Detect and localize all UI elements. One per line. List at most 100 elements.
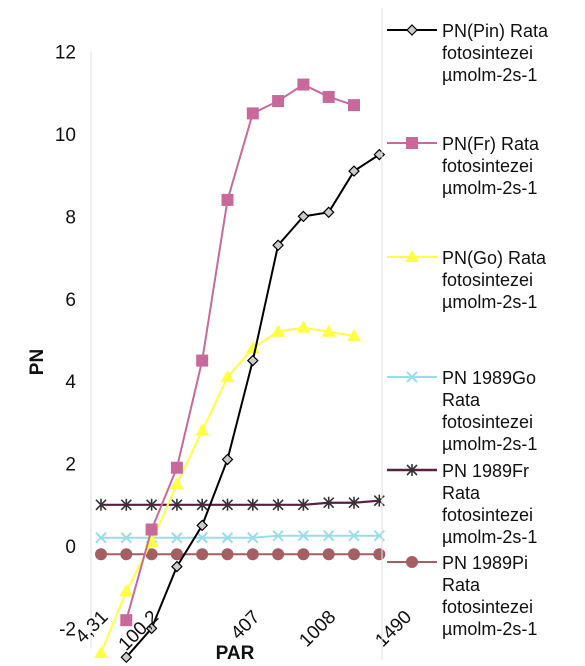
y-axis-title: PN — [27, 349, 48, 375]
data-point — [322, 548, 335, 561]
data-point — [94, 646, 108, 659]
data-point — [196, 548, 209, 561]
legend-label: µmolm-2s-1 — [442, 619, 537, 639]
legend-label: µmolm-2s-1 — [442, 178, 537, 198]
x-axis-title: PAR — [216, 643, 255, 664]
legend-marker — [406, 556, 418, 568]
data-point — [272, 239, 284, 252]
data-point — [196, 519, 209, 532]
data-point — [322, 206, 335, 219]
data-point — [221, 193, 234, 206]
legend-label: fotosintezei — [442, 505, 533, 525]
data-point — [297, 529, 310, 542]
series-line — [101, 534, 380, 539]
y-tick-label: 8 — [65, 207, 76, 228]
data-point — [348, 529, 360, 542]
data-point — [272, 95, 285, 108]
data-point — [170, 461, 183, 474]
data-point — [120, 548, 133, 561]
data-point — [169, 477, 184, 490]
series-1 — [120, 148, 386, 664]
data-point — [119, 584, 134, 597]
legend-label: Rata — [442, 575, 481, 595]
series-line — [125, 83, 355, 621]
series-6 — [95, 548, 386, 561]
data-point — [347, 328, 361, 341]
legend-label: µmolm-2s-1 — [442, 292, 537, 312]
data-point — [120, 532, 133, 544]
x-tick-label: 100,2 — [115, 607, 163, 655]
legend-label: PN(Fr) Rata — [442, 134, 540, 154]
legend-marker — [405, 250, 419, 262]
data-point — [373, 148, 386, 161]
legend-label: fotosintezei — [442, 270, 533, 290]
data-point — [95, 532, 107, 544]
data-point — [296, 320, 311, 333]
data-point — [348, 165, 360, 177]
legend-marker — [406, 137, 418, 149]
data-point — [246, 107, 259, 120]
data-point — [297, 548, 310, 561]
x-tick-label: 1008 — [295, 607, 340, 652]
legend-label: PN 1989Go — [442, 368, 536, 388]
legend-label: PN(Pin) Rata — [442, 21, 549, 41]
legend-label: fotosintezei — [442, 412, 533, 432]
data-point — [348, 496, 360, 509]
series-4 — [95, 529, 386, 544]
series-line — [125, 153, 380, 658]
legend-label: PN 1989Fr — [442, 461, 529, 481]
data-point — [322, 529, 335, 542]
legend-label: fotosintezei — [442, 597, 533, 617]
data-point — [348, 99, 360, 112]
data-point — [297, 210, 310, 223]
x-tick-label: 1490 — [371, 607, 416, 652]
data-point — [95, 498, 107, 511]
data-point — [297, 78, 310, 91]
series-3 — [94, 320, 361, 659]
data-point — [247, 532, 259, 544]
y-tick-label: -2 — [59, 619, 76, 640]
legend-label: PN(Go) Rata — [442, 248, 547, 268]
x-tick-label: 407 — [227, 607, 264, 644]
data-point — [221, 548, 234, 561]
legend-marker — [406, 24, 418, 36]
data-point — [196, 532, 208, 544]
y-tick-label: 12 — [55, 43, 76, 64]
data-point — [170, 548, 183, 561]
data-point — [246, 354, 259, 367]
data-point — [171, 532, 183, 544]
data-point — [373, 529, 386, 542]
data-point — [221, 532, 234, 544]
data-point — [322, 90, 335, 103]
data-point — [171, 498, 183, 511]
series-5 — [95, 494, 385, 511]
data-point — [271, 324, 286, 337]
legend-label: fotosintezei — [442, 43, 533, 63]
series-2 — [120, 78, 360, 627]
y-tick-label: 6 — [65, 290, 76, 311]
data-point — [146, 498, 158, 511]
plot-area — [94, 78, 386, 664]
data-point — [145, 523, 158, 536]
data-point — [272, 548, 285, 561]
data-point — [272, 529, 284, 542]
data-point — [120, 498, 132, 511]
legend-label: µmolm-2s-1 — [442, 434, 537, 454]
legend-label: Rata — [442, 483, 481, 503]
data-point — [196, 498, 208, 511]
legend-label: Rata — [442, 390, 481, 410]
y-tick-label: 2 — [65, 455, 76, 476]
data-point — [171, 560, 183, 573]
data-point — [245, 341, 260, 354]
data-point — [95, 548, 107, 561]
legend-marker — [406, 464, 418, 476]
data-point — [120, 614, 133, 627]
legend-marker — [406, 371, 418, 383]
